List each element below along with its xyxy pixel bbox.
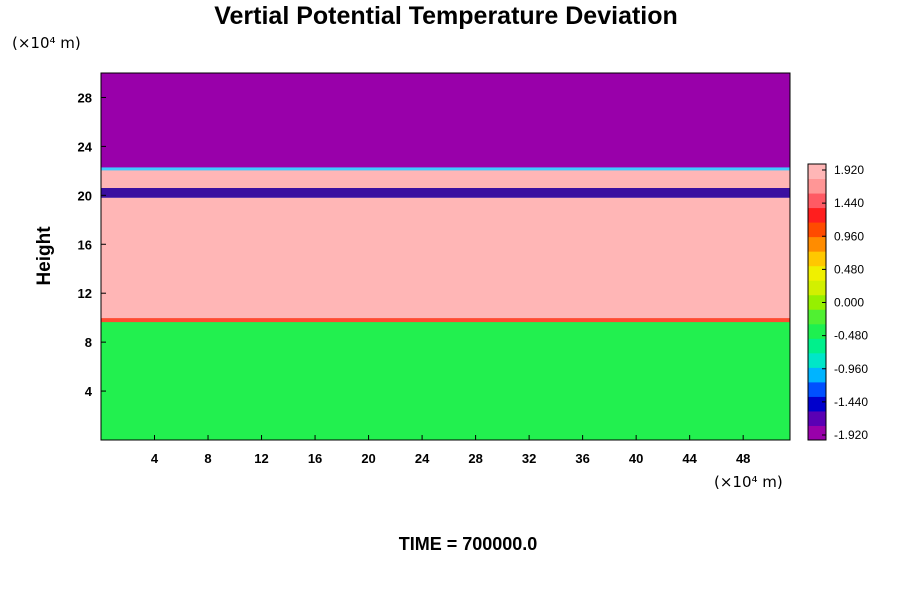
- colorbar-swatch-16: [808, 193, 826, 209]
- colorbar-swatch-5: [808, 352, 826, 368]
- heatmap-layer-3: [101, 168, 790, 188]
- colorbar-ticks: 1.920 1.440 0.960 0.480 0.000 -0.480 -0.960 -1.…: [822, 163, 868, 442]
- heatmap-layer-4: [101, 73, 790, 169]
- x-tick-label-9: 40: [629, 451, 643, 466]
- x-tick-label-0: 4: [151, 451, 159, 466]
- x-tick-label-8: 36: [575, 451, 589, 466]
- boundary-edge-1: [101, 167, 790, 171]
- colorbar-tick-label-4: 0.000: [834, 296, 864, 310]
- colorbar-swatch-14: [808, 222, 826, 238]
- x-tick-label-4: 20: [361, 451, 375, 466]
- colorbar-swatch-0: [808, 425, 826, 441]
- colorbar-tick-label-7: -1.440: [834, 395, 868, 409]
- colorbar-swatch-3: [808, 381, 826, 397]
- colorbar-swatch-4: [808, 367, 826, 383]
- colorbar-swatch-9: [808, 294, 826, 310]
- time-label: TIME = 700000.0: [399, 534, 538, 554]
- colorbar: [808, 164, 826, 441]
- y-tick-label-0: 4: [85, 384, 93, 399]
- y-tick-label-4: 20: [78, 188, 92, 203]
- heatmap-layer-1: [101, 197, 790, 321]
- y-tick-label-3: 16: [78, 237, 92, 252]
- colorbar-swatch-18: [808, 164, 826, 180]
- x-tick-label-11: 48: [736, 451, 750, 466]
- x-tick-label-7: 32: [522, 451, 536, 466]
- colorbar-swatch-12: [808, 251, 826, 267]
- colorbar-swatch-15: [808, 207, 826, 223]
- colorbar-tick-label-3: 0.480: [834, 262, 864, 276]
- y-tick-label-6: 28: [78, 90, 92, 105]
- heatmap-layer-2: [101, 187, 790, 198]
- colorbar-swatch-10: [808, 280, 826, 296]
- x-tick-label-6: 28: [468, 451, 482, 466]
- colorbar-swatch-2: [808, 396, 826, 412]
- y-tick-label-1: 8: [85, 335, 92, 350]
- colorbar-tick-label-6: -0.960: [834, 362, 868, 376]
- x-tick-label-5: 24: [415, 451, 430, 466]
- colorbar-tick-label-1: 1.440: [834, 196, 864, 210]
- y-tick-label-5: 24: [78, 139, 93, 154]
- plot-area: [101, 73, 790, 440]
- colorbar-swatch-7: [808, 323, 826, 339]
- plot-frame: [100, 72, 791, 441]
- colorbar-swatch-13: [808, 236, 826, 252]
- x-tick-label-2: 12: [254, 451, 268, 466]
- x-axis: 4 8 12 16 20 24 28 32 36 40 44 48: [151, 435, 750, 466]
- colorbar-tick-label-8: -1.920: [834, 428, 868, 442]
- colorbar-swatch-1: [808, 410, 826, 426]
- colorbar-swatch-11: [808, 265, 826, 281]
- colorbar-tick-label-5: -0.480: [834, 329, 868, 343]
- colorbar-tick-label-0: 1.920: [834, 163, 864, 177]
- y-axis: 4 8 12 16 20 24 28: [78, 90, 106, 399]
- colorbar-tick-label-2: 0.960: [834, 229, 864, 243]
- y-tick-label-2: 12: [78, 286, 92, 301]
- chart-title: Vertial Potential Temperature Deviation: [214, 2, 678, 30]
- x-tick-label-3: 16: [308, 451, 322, 466]
- boundary-edge-0: [101, 318, 790, 323]
- y-unit-label: (×10⁴ m): [12, 34, 81, 52]
- x-unit-label: (×10⁴ m): [714, 473, 783, 491]
- colorbar-swatch-8: [808, 309, 826, 325]
- colorbar-swatch-17: [808, 178, 826, 194]
- heatmap-layer-0: [101, 320, 790, 440]
- x-tick-label-1: 8: [204, 451, 211, 466]
- x-tick-label-10: 44: [682, 451, 697, 466]
- colorbar-swatch-6: [808, 338, 826, 354]
- y-axis-label: Height: [34, 226, 55, 286]
